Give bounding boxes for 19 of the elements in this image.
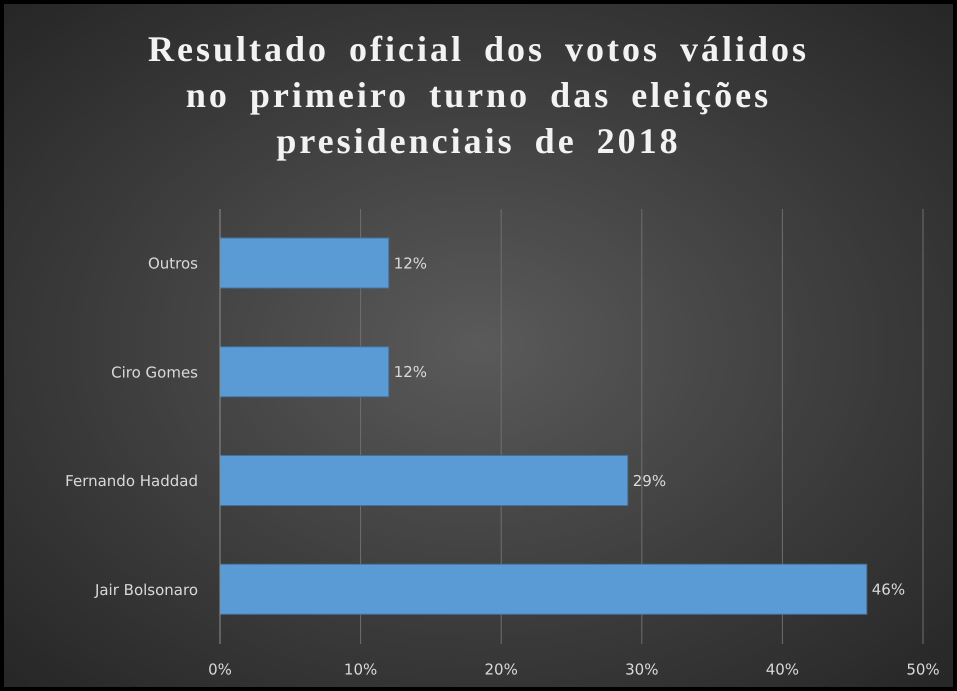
x-tick-label: 40% [766,660,800,679]
bar [220,564,868,615]
bar [220,238,390,288]
y-tick-label: Fernando Haddad [65,472,198,490]
y-tick-label: Jair Bolsonaro [94,580,198,599]
x-tick-label: 20% [484,660,518,679]
data-label: 46% [872,580,906,599]
y-tick-label: Outros [148,254,198,273]
bar [220,455,628,506]
data-label: 12% [394,363,428,382]
chart-title: Resultado oficial dos votos válidos no primeiro turno das eleições presidenciais de 2018 [146,28,810,163]
x-tick-label: 50% [906,660,940,679]
data-label: 29% [632,472,666,490]
data-label: 12% [394,254,428,272]
y-tick-label: Ciro Gomes [111,363,198,382]
x-tick-label: 30% [625,660,658,679]
x-tick-label: 0% [208,660,232,679]
x-tick-label: 10% [344,660,378,679]
bar [220,346,390,398]
